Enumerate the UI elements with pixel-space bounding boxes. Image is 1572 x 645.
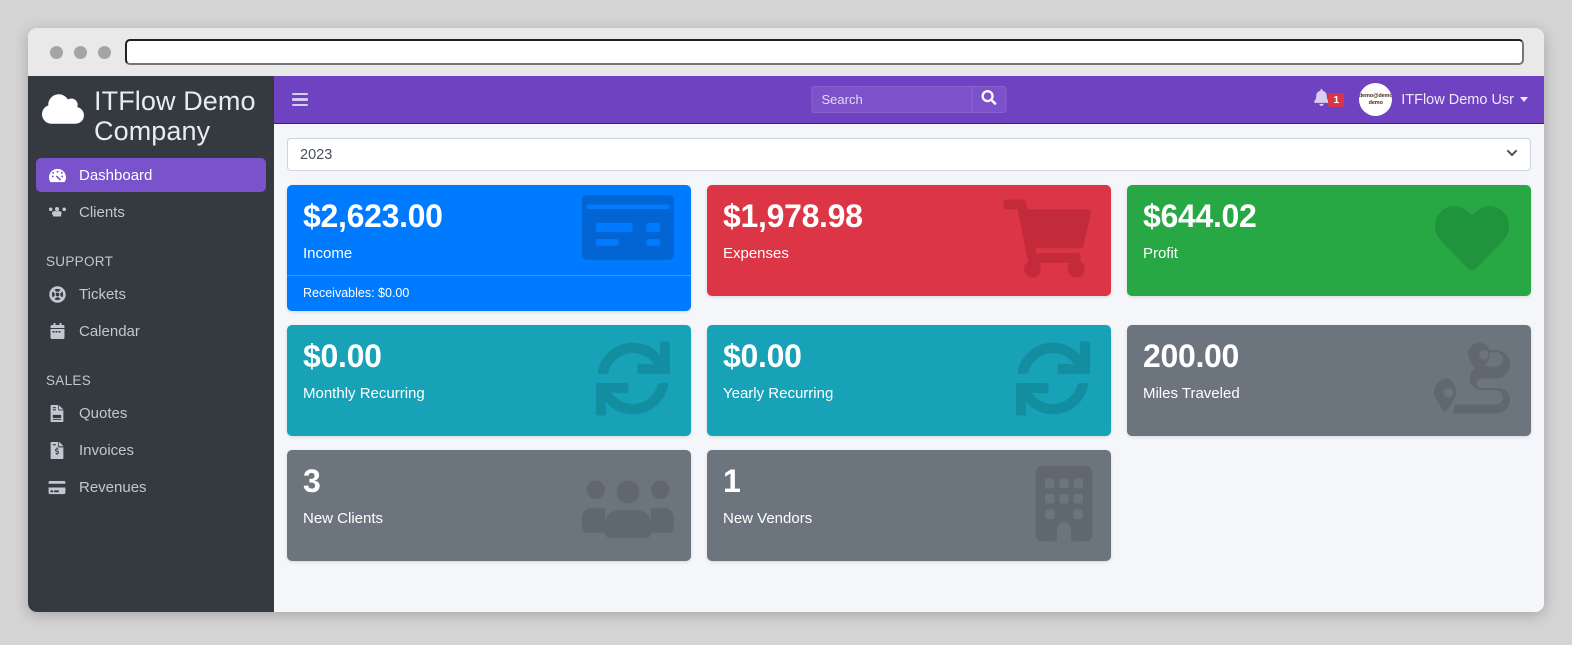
stat-value: $0.00 [303,338,382,374]
stat-card-grid: $2,623.00 Income Receivables: $0.00 [279,185,1539,575]
stat-label: New Vendors [722,509,813,527]
top-navbar: 1 demo@demo demo ITFlow Demo Usr [274,76,1544,124]
route-icon [1430,340,1514,421]
year-filter-value: 2023 [300,146,333,163]
life-ring-icon [46,285,68,303]
sidebar-item-dashboard[interactable]: Dashboard [36,158,266,193]
stat-card-miles-traveled[interactable]: 200.00 Miles Traveled [1126,325,1531,436]
heart-icon [1430,201,1514,280]
search-form [811,86,1007,113]
stat-value: 200.00 [1142,338,1240,374]
sync-icon [1012,341,1094,420]
sidebar-item-calendar[interactable]: Calendar [36,314,266,348]
sidebar-item-clients[interactable]: Clients [36,195,266,229]
stat-label: New Clients [303,509,384,527]
stat-card-expenses[interactable]: $1,978.98 Expenses [706,185,1111,296]
user-name: ITFlow Demo Usr [1401,91,1514,108]
page-viewport: ITFlow Demo Company Dashboard [28,76,1544,612]
stat-card-wrapper: $2,623.00 Income Receivables: $0.00 [279,185,699,325]
tachometer-icon [46,166,68,184]
sidebar-item-label: Revenues [79,478,147,496]
chevron-down-icon [1506,147,1518,163]
stat-value: $1,978.98 [722,198,863,234]
stat-label: Miles Traveled [1142,384,1240,402]
stat-label: Yearly Recurring [722,384,834,402]
stat-value: $2,623.00 [303,198,443,234]
stat-card-wrapper: 200.00 Miles Traveled [1119,325,1539,450]
brand[interactable]: ITFlow Demo Company [28,76,274,154]
sidebar-item-quotes[interactable]: Quotes [36,396,266,430]
stat-card-wrapper: $0.00 Monthly Recurring [279,325,699,450]
sidebar-item-label: Calendar [79,322,140,340]
file-invoice-dollar-icon [46,441,68,459]
sidebar-item-label: Dashboard [79,166,153,184]
bell-icon [1313,88,1330,111]
sidebar-nav: Dashboard Clients SUPPORT [28,154,274,507]
stat-card-wrapper: $1,978.98 Expenses [699,185,1119,325]
stat-card-wrapper: 3 New Clients [279,450,699,575]
avatar-line-2: demo [1368,99,1383,106]
users-group-icon [581,466,674,545]
search-input[interactable] [811,86,972,113]
stat-label: Expenses [722,244,789,262]
stat-card-new-clients[interactable]: 3 New Clients [287,450,691,561]
minimize-window-button[interactable] [74,45,87,59]
stat-label: Profit [1142,244,1178,262]
stat-card-new-vendors[interactable]: 1 New Vendors [706,450,1111,561]
stat-card-wrapper: 1 New Vendors [699,450,1119,575]
stat-label: Monthly Recurring [303,384,425,402]
cloud-icon [42,92,84,126]
sidebar-section-support: SUPPORT [46,254,114,270]
stat-footer: Receivables: $0.00 [287,275,691,311]
sidebar-item-label: Tickets [79,285,126,303]
sidebar-item-invoices[interactable]: Invoices [36,433,266,467]
magnifier-icon [981,89,997,110]
shopping-cart-icon [1000,199,1094,282]
main-area: 1 demo@demo demo ITFlow Demo Usr 2023 [274,76,1544,612]
stat-card-monthly-recurring[interactable]: $0.00 Monthly Recurring [287,325,691,436]
file-invoice-icon [46,404,68,422]
sidebar-item-label: Clients [79,203,125,221]
topbar-right: 1 demo@demo demo ITFlow Demo Usr [1311,83,1528,116]
stat-value: $0.00 [722,338,802,374]
hamburger-icon[interactable] [290,89,310,111]
browser-window: ITFlow Demo Company Dashboard [28,28,1544,612]
stat-value: $644.02 [1142,198,1257,234]
search-button[interactable] [971,86,1007,113]
maximize-window-button[interactable] [98,45,111,59]
users-icon [46,203,68,221]
sidebar-item-tickets[interactable]: Tickets [36,277,266,311]
calendar-icon [46,322,68,340]
dashboard-content: 2023 $2,623.00 Income [274,124,1544,612]
avatar: demo@demo demo [1359,83,1393,116]
sidebar-item-label: Invoices [79,441,135,459]
notifications-button[interactable]: 1 [1311,87,1346,113]
stat-card-wrapper: $0.00 Yearly Recurring [699,325,1119,450]
sidebar-item-label: Quotes [79,404,128,422]
stat-card-wrapper: $644.02 Profit [1119,185,1539,325]
building-icon [1034,465,1094,546]
stat-card-yearly-recurring[interactable]: $0.00 Yearly Recurring [706,325,1111,436]
year-filter-select[interactable]: 2023 [287,138,1531,171]
stat-value: 1 [722,463,741,499]
browser-chrome-bar [28,28,1544,76]
window-controls [50,45,111,59]
notification-badge: 1 [1328,92,1345,107]
stat-card-profit[interactable]: $644.02 Profit [1126,185,1531,296]
sidebar: ITFlow Demo Company Dashboard [28,76,274,612]
close-window-button[interactable] [50,45,63,59]
stat-value: 3 [303,463,321,499]
avatar-line-1: demo@demo [1359,92,1393,99]
caret-down-icon [1520,97,1528,102]
brand-title: ITFlow Demo Company [94,86,256,147]
user-menu[interactable]: demo@demo demo ITFlow Demo Usr [1359,83,1528,116]
stat-card-income[interactable]: $2,623.00 Income Receivables: $0.00 [287,185,691,311]
sync-icon [592,341,674,420]
sidebar-section-sales: SALES [46,373,92,389]
address-bar[interactable] [125,39,1524,65]
credit-card-icon [46,478,68,496]
sidebar-item-revenues[interactable]: Revenues [36,470,266,504]
stat-label: Income [303,244,353,262]
money-check-icon [581,191,674,270]
